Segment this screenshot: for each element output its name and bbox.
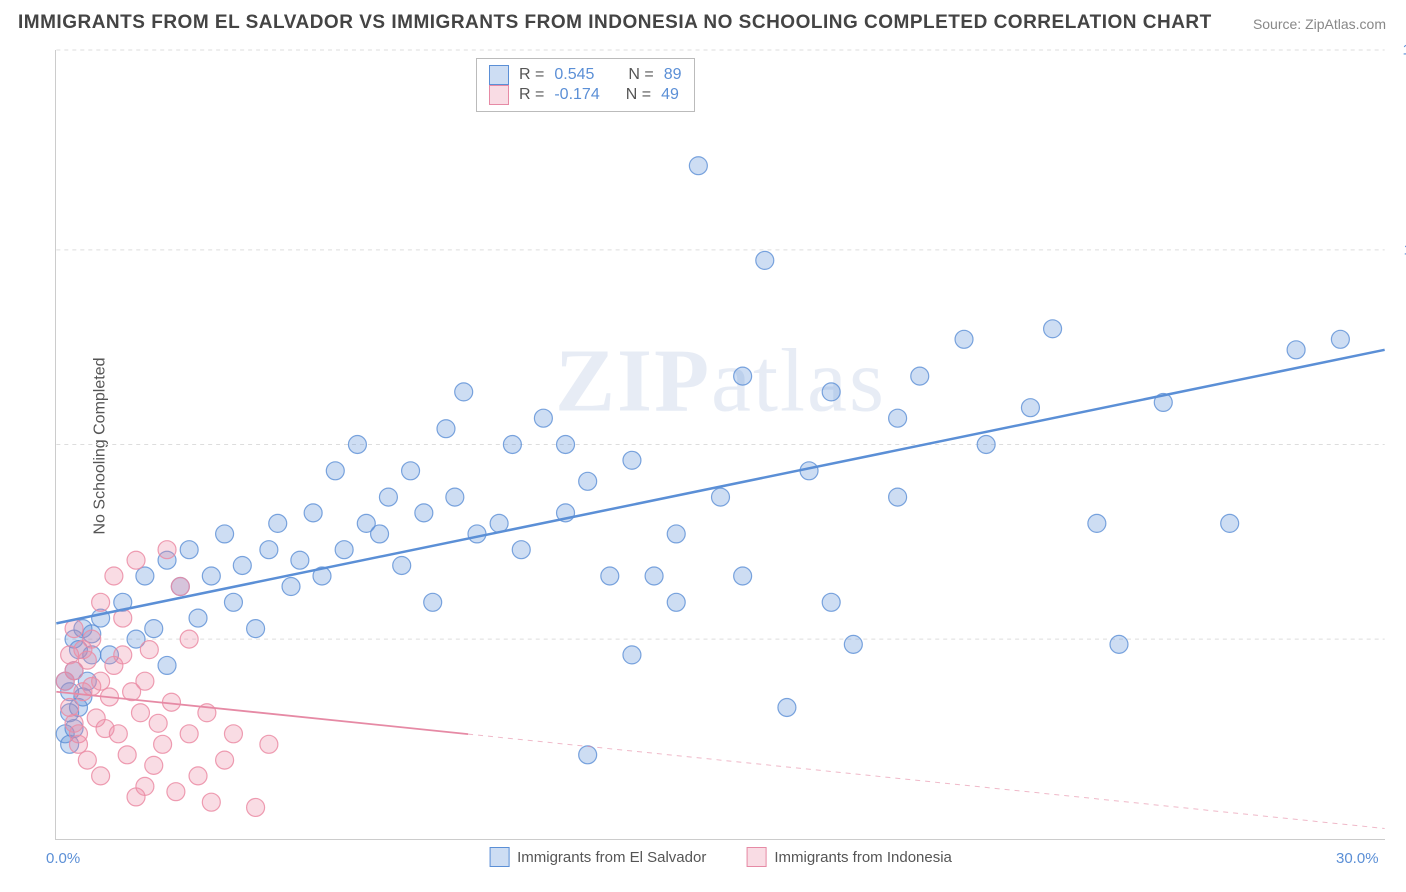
n-label: N = bbox=[628, 66, 653, 84]
r-value-series1: 0.545 bbox=[554, 66, 594, 84]
swatch-series1 bbox=[489, 65, 509, 85]
trend-lines-layer bbox=[56, 50, 1385, 839]
r-label: R = bbox=[519, 86, 544, 104]
legend-label-series1: Immigrants from El Salvador bbox=[517, 849, 706, 866]
r-label: R = bbox=[519, 66, 544, 84]
legend-label-series2: Immigrants from Indonesia bbox=[774, 849, 952, 866]
y-tick-label: 7.5% bbox=[1390, 437, 1406, 454]
bottom-legend: Immigrants from El Salvador Immigrants f… bbox=[489, 847, 952, 867]
chart-plot-area: ZIPatlas R = 0.545 N = 89 R = -0.174 N =… bbox=[55, 50, 1385, 840]
r-value-series2: -0.174 bbox=[554, 86, 599, 104]
stats-row-series2: R = -0.174 N = 49 bbox=[489, 85, 682, 105]
swatch-series2 bbox=[489, 85, 509, 105]
stats-legend-box: R = 0.545 N = 89 R = -0.174 N = 49 bbox=[476, 58, 695, 112]
x-tick-label: 0.0% bbox=[46, 850, 80, 867]
legend-swatch-series2 bbox=[746, 847, 766, 867]
x-tick-label: 30.0% bbox=[1336, 850, 1379, 867]
n-value-series2: 49 bbox=[661, 86, 679, 104]
legend-swatch-series1 bbox=[489, 847, 509, 867]
y-tick-label: 11.2% bbox=[1390, 242, 1406, 259]
y-tick-label: 15.0% bbox=[1390, 42, 1406, 59]
legend-item-series2: Immigrants from Indonesia bbox=[746, 847, 952, 867]
stats-row-series1: R = 0.545 N = 89 bbox=[489, 65, 682, 85]
chart-title: IMMIGRANTS FROM EL SALVADOR VS IMMIGRANT… bbox=[18, 12, 1212, 34]
y-tick-label: 3.8% bbox=[1390, 631, 1406, 648]
legend-item-series1: Immigrants from El Salvador bbox=[489, 847, 706, 867]
source-attribution: Source: ZipAtlas.com bbox=[1253, 16, 1386, 32]
n-value-series1: 89 bbox=[664, 66, 682, 84]
n-label: N = bbox=[626, 86, 651, 104]
